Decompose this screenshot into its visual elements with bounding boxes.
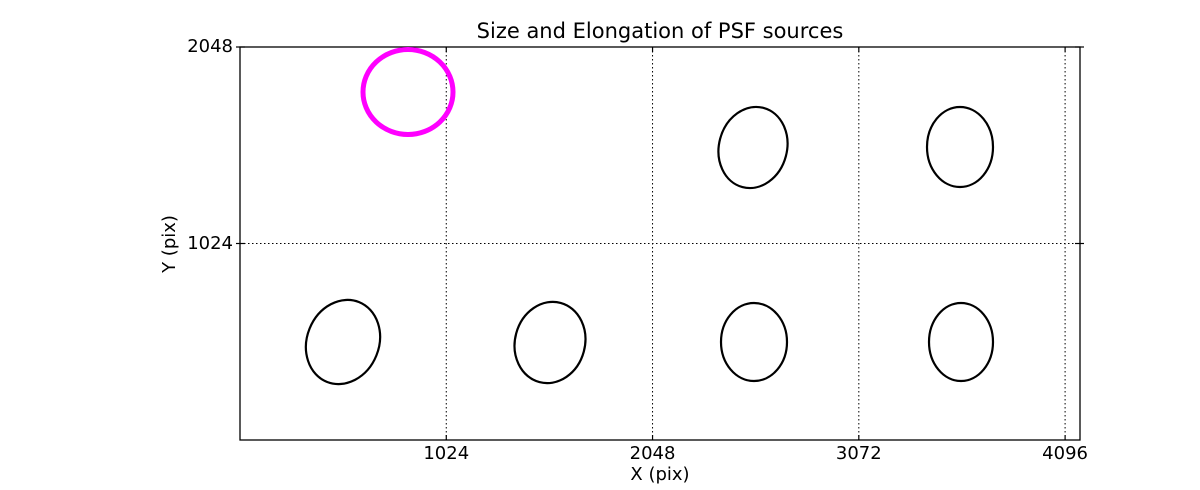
x-axis-label: X (pix) [630, 464, 690, 485]
psf-source [304, 298, 382, 386]
y-tick-label-2048: 2048 [187, 36, 233, 57]
highlighted-psf-source [360, 47, 456, 137]
psf-source [513, 300, 587, 385]
y-tick-label-1024: 1024 [187, 232, 233, 254]
psf-source [927, 301, 995, 383]
psf-source [925, 105, 995, 189]
y-axis-label: Y (pix) [159, 215, 180, 273]
psf-source [719, 301, 789, 383]
x-tick-label-2048: 2048 [629, 443, 676, 464]
x-tick-label-4096: 4096 [1042, 443, 1088, 464]
chart-title: Size and Elongation of PSF sources [476, 19, 844, 43]
x-tick-label-1024: 1024 [423, 443, 470, 464]
x-tick-label-3072: 3072 [835, 443, 882, 464]
psf-source [717, 105, 789, 190]
